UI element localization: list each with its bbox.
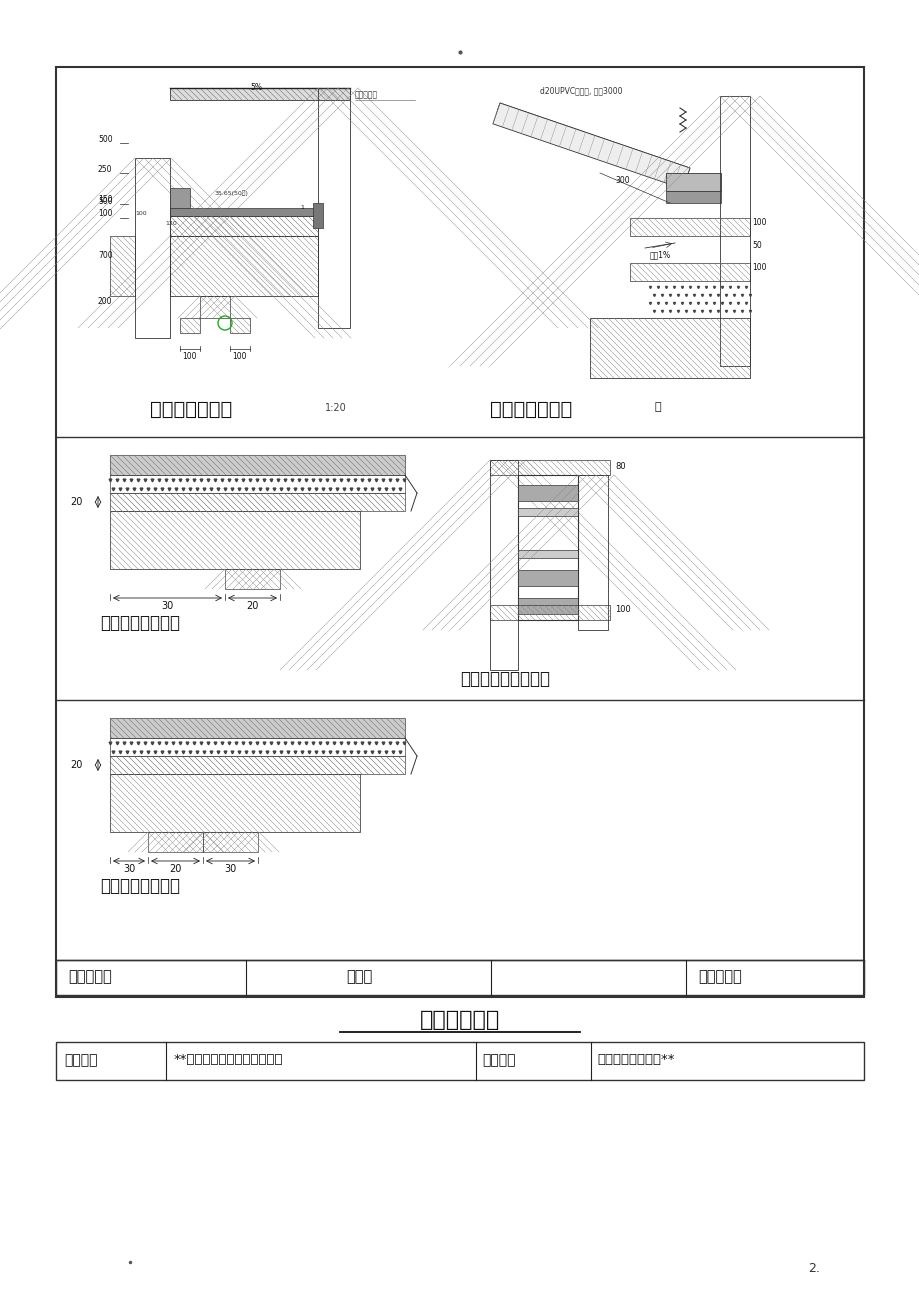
Text: 80: 80 — [614, 462, 625, 471]
Text: 滴水线做法（一）: 滴水线做法（一） — [100, 615, 180, 631]
Text: 施工单位: 施工单位 — [482, 1053, 515, 1068]
Bar — [517, 598, 577, 615]
Text: 30: 30 — [123, 865, 135, 874]
Text: 滴水线做法（二）: 滴水线做法（二） — [100, 878, 180, 894]
Text: 技术负责人: 技术负责人 — [68, 969, 111, 984]
Bar — [56, 960, 863, 995]
Bar — [490, 460, 517, 671]
Text: 30: 30 — [161, 602, 173, 611]
Text: 100: 100 — [751, 263, 766, 272]
Bar — [56, 66, 863, 997]
Bar — [56, 1042, 863, 1079]
Text: 平屋面建筑做法: 平屋面建筑做法 — [150, 400, 232, 419]
Text: 100: 100 — [135, 211, 146, 216]
Bar — [148, 832, 203, 852]
Text: 300: 300 — [614, 176, 629, 185]
Bar — [170, 187, 190, 208]
Bar — [180, 318, 199, 333]
Text: 斜屋面建筑做法: 斜屋面建筑做法 — [490, 400, 572, 419]
Bar — [110, 475, 404, 493]
Bar — [225, 569, 279, 589]
Text: **码桂园一期（二标段）工程: **码桂园一期（二标段）工程 — [174, 1053, 283, 1066]
Bar — [170, 89, 349, 100]
Bar — [135, 158, 170, 339]
Bar — [110, 756, 404, 773]
Bar — [517, 475, 577, 620]
Bar — [490, 460, 609, 475]
Text: 500: 500 — [98, 197, 112, 206]
Text: 5%: 5% — [250, 83, 262, 92]
Bar — [517, 570, 577, 586]
Bar — [170, 208, 318, 216]
Polygon shape — [493, 103, 689, 189]
Bar — [517, 486, 577, 501]
Text: 100: 100 — [182, 352, 197, 361]
Text: 100: 100 — [232, 352, 246, 361]
Text: 20: 20 — [245, 602, 258, 611]
Text: d20UPVC排水管, 中距3000: d20UPVC排水管, 中距3000 — [539, 86, 622, 95]
Bar — [630, 217, 749, 236]
Bar — [110, 510, 359, 569]
Text: 1:20: 1:20 — [324, 404, 346, 413]
Bar — [230, 318, 250, 333]
Text: 500: 500 — [98, 134, 112, 143]
Text: 1: 1 — [300, 204, 303, 210]
Text: 200: 200 — [98, 297, 112, 306]
Bar — [110, 717, 404, 738]
Bar — [517, 549, 577, 559]
Text: 250: 250 — [98, 164, 112, 173]
Bar — [312, 203, 323, 228]
Text: 晉唐伟业建立集团**: 晉唐伟业建立集团** — [596, 1053, 674, 1066]
Text: 20: 20 — [168, 865, 181, 874]
Bar — [720, 96, 749, 366]
Polygon shape — [496, 103, 689, 176]
Text: 。: 。 — [654, 402, 661, 411]
Bar — [170, 216, 318, 236]
Bar — [490, 605, 609, 620]
Text: 20: 20 — [71, 760, 83, 769]
Bar — [318, 89, 349, 328]
Text: 技术交底记录: 技术交底记录 — [419, 1010, 500, 1030]
Text: 50: 50 — [751, 241, 761, 250]
Text: 工程名称: 工程名称 — [64, 1053, 97, 1068]
Text: 150: 150 — [98, 195, 112, 204]
Bar — [110, 773, 359, 832]
Bar — [199, 296, 230, 318]
Bar — [665, 191, 720, 203]
Bar — [170, 236, 318, 296]
Text: 20: 20 — [71, 497, 83, 506]
Text: 700: 700 — [98, 251, 112, 260]
Bar — [517, 508, 577, 516]
Bar — [110, 454, 404, 475]
Text: 100: 100 — [98, 210, 112, 219]
Text: 坡向1%: 坡向1% — [650, 250, 670, 259]
Bar — [203, 832, 257, 852]
Bar — [589, 318, 749, 378]
Text: 承受交底人: 承受交底人 — [698, 969, 741, 984]
Text: 2.: 2. — [807, 1262, 819, 1275]
Text: 100: 100 — [751, 217, 766, 227]
Text: 100: 100 — [614, 605, 630, 615]
Text: 浇筑施工段: 浇筑施工段 — [355, 90, 378, 99]
Bar — [110, 738, 404, 756]
Text: 35.65(50格): 35.65(50格) — [215, 190, 249, 195]
Bar — [110, 236, 135, 296]
Text: 交底人: 交底人 — [346, 969, 372, 984]
Text: 30: 30 — [223, 865, 236, 874]
Bar — [665, 173, 720, 191]
Text: 120: 120 — [165, 221, 176, 227]
Bar — [110, 493, 404, 510]
Bar — [577, 475, 607, 630]
Text: 窗台上下口建筑做法: 窗台上下口建筑做法 — [460, 671, 550, 687]
Bar — [630, 263, 749, 281]
